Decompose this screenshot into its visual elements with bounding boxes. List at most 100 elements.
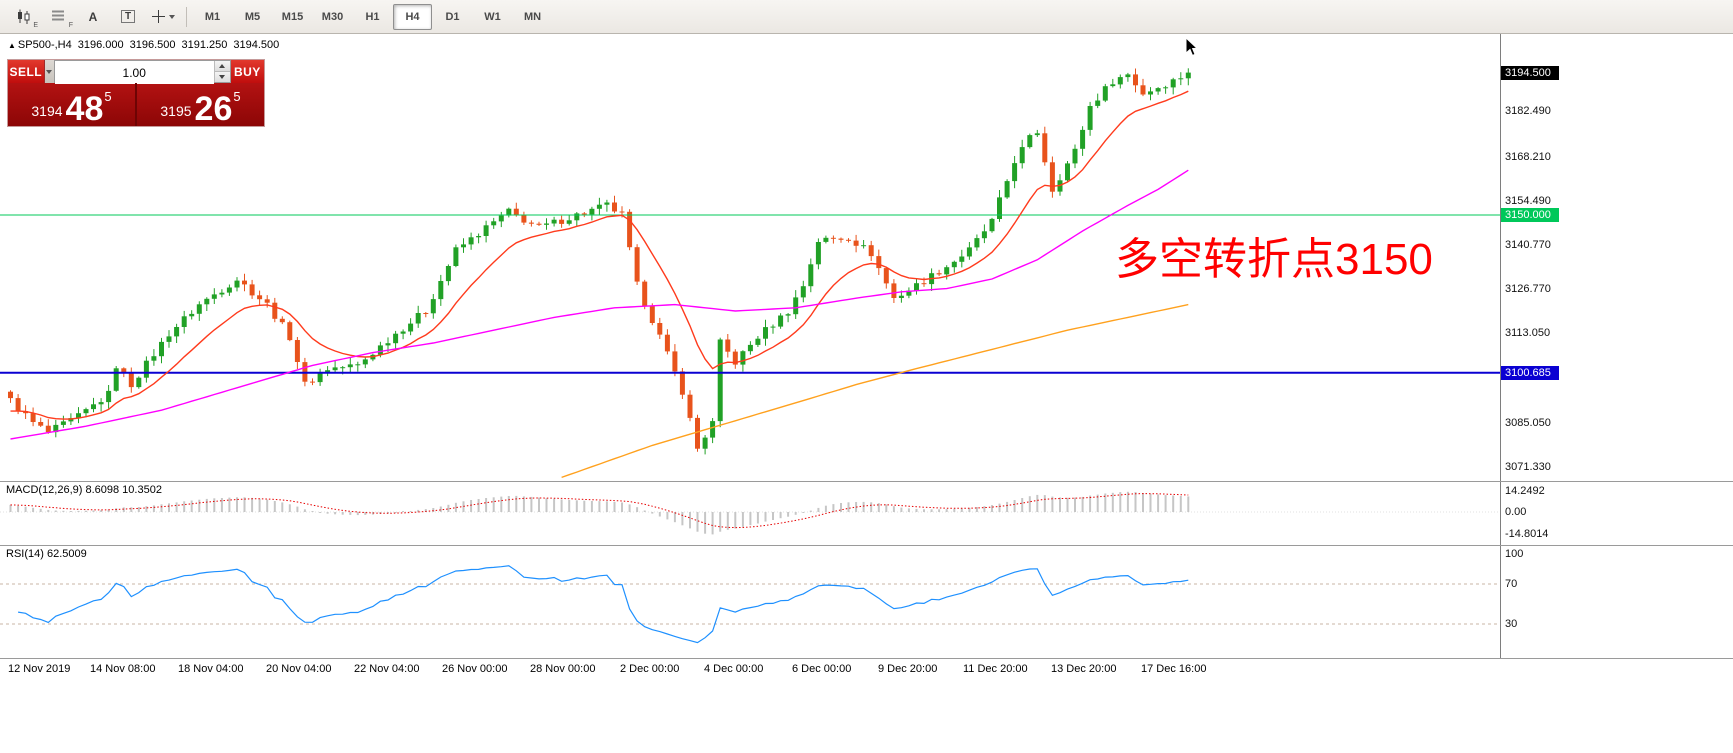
symbol-marker-icon: ▲ [8, 41, 16, 50]
candle-body [581, 213, 587, 215]
candlestick-style-icon[interactable]: E [6, 4, 40, 30]
macd-histogram-bar [9, 504, 12, 512]
timeframe-button-M1[interactable]: M1 [204, 10, 221, 23]
candle-body [544, 223, 549, 225]
macd-histogram-bar [168, 503, 170, 512]
candle-body [340, 367, 346, 369]
macd-histogram-bar [583, 500, 586, 512]
candle-body [966, 247, 972, 257]
font-tool-icon[interactable]: A [88, 9, 98, 24]
volume-spinner [213, 61, 230, 82]
macd-histogram-bar [500, 496, 503, 512]
macd-histogram-bar [847, 502, 850, 512]
time-axis-label: 28 Nov 00:00 [530, 663, 596, 675]
indicator-grid-icon[interactable]: F [41, 4, 75, 30]
macd-histogram-bar [258, 498, 261, 512]
macd-histogram-bar [485, 498, 488, 512]
macd-histogram-bar [130, 507, 133, 512]
timeframe-button-M15[interactable]: M15 [281, 10, 304, 23]
candle-body [763, 327, 768, 339]
toolbar-separator [186, 6, 187, 27]
candle-body [1117, 77, 1123, 85]
macd-histogram-bar [575, 500, 578, 512]
candle-body [853, 240, 859, 246]
bid-price-tile[interactable]: 3194 48 5 [8, 83, 135, 126]
panel-separator[interactable] [0, 545, 1733, 546]
candle-body [461, 244, 466, 248]
macd-histogram-bar [137, 507, 140, 512]
macd-histogram-bar [892, 506, 895, 512]
candle-body [732, 351, 738, 365]
candle-body [491, 221, 497, 226]
candle-body [1170, 79, 1176, 88]
bid-prefix: 3194 [31, 103, 63, 119]
macd-histogram-bar [840, 503, 842, 512]
price-axis-tick: 3085.050 [1505, 416, 1551, 429]
macd-histogram-bar [636, 507, 639, 512]
macd-histogram-bar [77, 510, 80, 512]
macd-histogram-bar [1126, 491, 1129, 512]
buy-button[interactable]: BUY [230, 60, 264, 83]
candle-body [128, 372, 134, 388]
price-chart[interactable] [0, 33, 1500, 481]
bid-pip-digit: 5 [104, 89, 112, 104]
candle-body [800, 286, 806, 298]
candle-body [574, 213, 580, 221]
candle-body [1163, 87, 1169, 89]
candle-body [906, 290, 912, 296]
candle-body [914, 283, 919, 291]
macd-histogram-bar [598, 501, 601, 512]
rsi-indicator-chart[interactable] [0, 546, 1500, 658]
ask-price-tile[interactable]: 3195 26 5 [135, 83, 264, 126]
macd-histogram-bar [1149, 493, 1152, 512]
timeframe-group: M1 M5 M15 M30 H1 H4 D1 W1 MN [193, 3, 552, 30]
candle-body [317, 373, 323, 383]
panel-separator[interactable] [0, 481, 1733, 482]
timeframe-button-H1[interactable]: H1 [365, 10, 380, 23]
price-axis-tick: 3168.210 [1505, 150, 1551, 163]
volume-decrease-button[interactable] [214, 71, 230, 82]
candle-body [377, 345, 383, 355]
macd-histogram-bar [205, 498, 208, 512]
macd-histogram-bar [538, 497, 540, 512]
candle-body [687, 394, 693, 418]
sell-dropdown-button[interactable] [43, 60, 54, 83]
volume-increase-button[interactable] [214, 61, 230, 71]
macd-histogram-bar [92, 510, 95, 512]
macd-histogram-bar [1013, 500, 1016, 512]
timeframe-button-M5[interactable]: M5 [244, 10, 261, 23]
ask-prefix: 3195 [160, 103, 192, 119]
macd-histogram-bar [689, 512, 691, 529]
macd-indicator-chart[interactable] [0, 482, 1500, 545]
candle-body [445, 266, 451, 282]
timeframe-button-W1[interactable]: W1 [484, 10, 501, 23]
macd-histogram-bar [870, 502, 873, 512]
macd-histogram-bar [417, 509, 420, 512]
timeframe-button-MN[interactable]: MN [523, 10, 542, 23]
volume-input[interactable] [54, 61, 214, 84]
candle-body [1065, 163, 1070, 181]
candle-body [468, 237, 474, 245]
candle-body [113, 368, 119, 391]
macd-histogram-bar [553, 498, 556, 512]
sell-button[interactable]: SELL [8, 60, 44, 83]
macd-histogram-bar [228, 497, 231, 512]
text-label-tool-icon[interactable]: T [111, 4, 145, 30]
macd-histogram-bar [862, 501, 865, 512]
macd-histogram-bar [266, 499, 269, 512]
candle-body [393, 333, 399, 344]
candle-body [793, 297, 799, 315]
chart-text-annotation[interactable]: 多空转折点3150 [1115, 235, 1433, 284]
timeframe-button-D1[interactable]: D1 [445, 10, 460, 23]
crosshair-tool-icon[interactable] [146, 4, 180, 30]
chart-area[interactable]: ▲ SP500-,H4 3196.000 3196.500 3191.250 3194.5… [0, 33, 1733, 753]
macd-histogram-bar [719, 512, 722, 532]
timeframe-button-M30[interactable]: M30 [321, 10, 344, 23]
timeframe-button-H4[interactable]: H4 [393, 3, 432, 30]
macd-histogram-bar [666, 512, 669, 520]
macd-histogram-bar [1081, 496, 1084, 512]
macd-histogram-bar [877, 503, 880, 512]
price-axis-line [1500, 33, 1501, 659]
